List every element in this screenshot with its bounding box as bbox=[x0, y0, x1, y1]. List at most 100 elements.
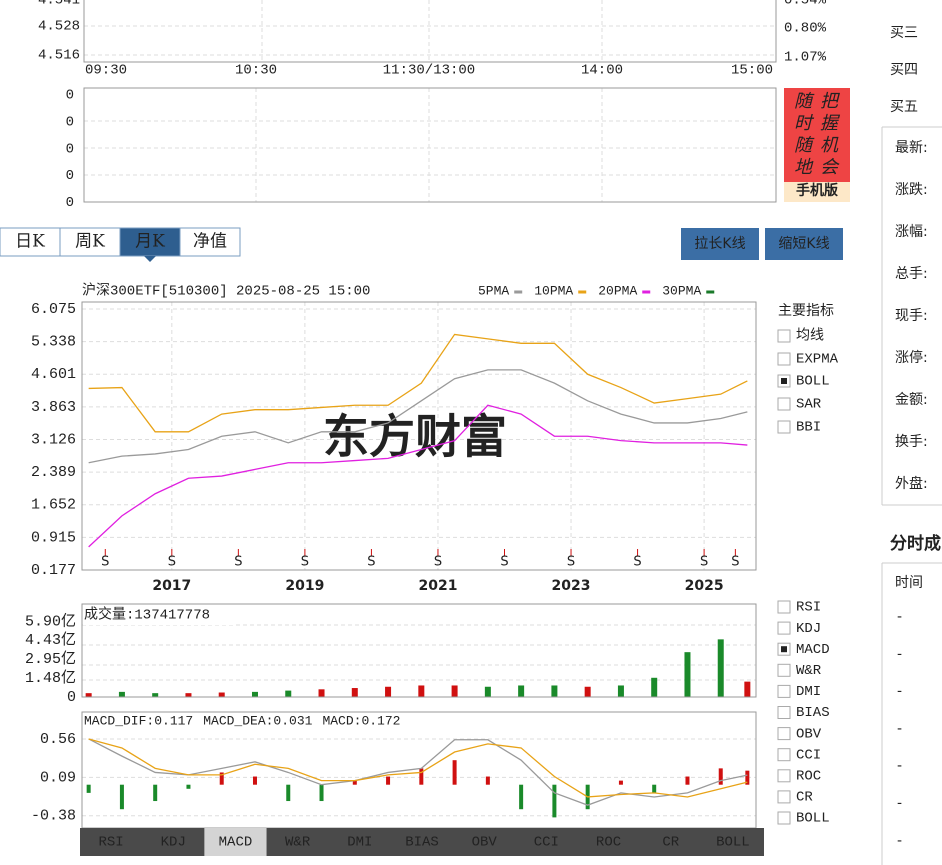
indicator-label[interactable]: BBI bbox=[796, 420, 821, 436]
tab-label[interactable]: 日K bbox=[15, 232, 45, 252]
indicator-label[interactable]: SAR bbox=[796, 397, 822, 413]
indicator-label[interactable]: BOLL bbox=[796, 811, 830, 827]
bottom-tab[interactable]: OBV bbox=[472, 835, 498, 851]
indicator-label[interactable]: MACD bbox=[796, 642, 830, 658]
bottom-tab[interactable]: DMI bbox=[347, 835, 372, 851]
indicator-label[interactable]: CR bbox=[796, 790, 813, 806]
indicator-label[interactable]: KDJ bbox=[796, 621, 821, 637]
indicator-label[interactable]: W&R bbox=[796, 663, 822, 679]
time-label: 14:00 bbox=[581, 63, 623, 79]
checkbox[interactable] bbox=[777, 790, 791, 804]
button[interactable] bbox=[681, 228, 759, 260]
checkbox[interactable] bbox=[777, 769, 791, 783]
field-label: 换手: bbox=[895, 433, 928, 450]
x-tick-label: 2023 bbox=[552, 578, 591, 594]
checkbox[interactable] bbox=[777, 706, 791, 719]
volume-bar bbox=[551, 685, 558, 697]
checkbox[interactable] bbox=[777, 329, 791, 343]
checkbox[interactable] bbox=[777, 600, 791, 614]
tab[interactable] bbox=[179, 227, 241, 257]
indicator-label[interactable]: OBV bbox=[796, 726, 822, 742]
volume-bar bbox=[351, 688, 358, 697]
bottom-tab[interactable]: RSI bbox=[98, 835, 123, 851]
bottom-tab[interactable]: CCI bbox=[534, 835, 559, 851]
bottom-tab[interactable]: BOLL bbox=[716, 835, 750, 851]
tab[interactable] bbox=[59, 227, 121, 257]
checkbox[interactable] bbox=[777, 420, 791, 434]
macd-bar bbox=[352, 780, 357, 785]
tab-label[interactable]: 周K bbox=[75, 232, 105, 252]
indicator-label[interactable]: BIAS bbox=[796, 705, 830, 721]
y-tick-label: 5.90亿 bbox=[25, 612, 76, 630]
watermark: 东方财富 bbox=[323, 410, 507, 464]
macd-bar bbox=[718, 768, 723, 785]
y-tick-label: 0 bbox=[67, 689, 76, 706]
tab-label[interactable]: 月K bbox=[135, 232, 165, 252]
bottom-tab[interactable]: ROC bbox=[596, 835, 621, 851]
bottom-tab[interactable]: CR bbox=[662, 835, 679, 851]
main-chart-box bbox=[81, 301, 757, 571]
bid-label: 买四 bbox=[890, 62, 918, 78]
indicator-label[interactable]: RSI bbox=[796, 600, 821, 616]
time-label: 15:00 bbox=[731, 63, 773, 79]
row-value: - bbox=[897, 796, 902, 812]
macd-bar bbox=[153, 784, 158, 802]
indicator-label[interactable]: 均线 bbox=[796, 328, 824, 345]
y-tick-label: 0.56 bbox=[40, 731, 76, 748]
checkbox[interactable] bbox=[777, 397, 791, 411]
button-label[interactable]: 缩短K线 bbox=[778, 236, 829, 252]
macd-bar bbox=[652, 784, 657, 793]
y-tick-label: 4.601 bbox=[31, 366, 76, 383]
marker-label: S bbox=[633, 555, 641, 570]
field-label: 总手: bbox=[895, 266, 928, 282]
bottom-tab[interactable]: BIAS bbox=[405, 835, 439, 851]
pct-label: 1.07% bbox=[784, 50, 827, 66]
volume-bar bbox=[185, 693, 192, 697]
row-value: - bbox=[897, 646, 902, 662]
section-title: 分时成 bbox=[890, 533, 941, 554]
tab[interactable] bbox=[0, 227, 61, 257]
checkbox[interactable] bbox=[777, 748, 791, 762]
macd-bar bbox=[386, 776, 391, 785]
macd-bar bbox=[219, 772, 224, 785]
indicator-label[interactable]: BOLL bbox=[796, 374, 830, 390]
tab-label[interactable]: 净值 bbox=[193, 232, 227, 252]
indicator-label[interactable]: ROC bbox=[796, 769, 821, 785]
button[interactable] bbox=[765, 228, 843, 260]
volume-bar bbox=[418, 685, 425, 697]
volume-title: 成交量:137417778 bbox=[84, 606, 210, 624]
checkbox[interactable] bbox=[777, 663, 791, 677]
indicator-label[interactable]: DMI bbox=[796, 684, 821, 700]
indicator-label[interactable]: CCI bbox=[796, 747, 821, 763]
row-value: - bbox=[897, 758, 902, 774]
marker-label: S bbox=[301, 555, 309, 570]
checkbox[interactable] bbox=[777, 621, 791, 635]
macd-bar bbox=[286, 784, 291, 802]
macd-bar bbox=[552, 784, 557, 818]
bottom-tab[interactable]: W&R bbox=[285, 835, 311, 851]
checkbox[interactable] bbox=[777, 684, 791, 698]
macd-bar bbox=[618, 780, 623, 785]
checkbox[interactable] bbox=[777, 727, 791, 741]
x-tick-label: 2017 bbox=[152, 578, 191, 594]
macd-box bbox=[81, 711, 757, 829]
macd-bar bbox=[119, 784, 124, 810]
ad-button[interactable]: 手机版 bbox=[796, 182, 838, 199]
checkbox[interactable] bbox=[777, 352, 791, 366]
button-label[interactable]: 拉长K线 bbox=[694, 236, 745, 252]
volume-bar bbox=[518, 685, 525, 697]
macd-bar bbox=[252, 776, 257, 785]
volume-label: 0 bbox=[66, 141, 74, 157]
volume-bar bbox=[651, 677, 658, 697]
checkbox[interactable] bbox=[777, 811, 791, 825]
bottom-tab[interactable]: MACD bbox=[219, 835, 253, 851]
macd-label: MACD:0.172 bbox=[322, 713, 400, 728]
bottom-tab[interactable]: KDJ bbox=[161, 835, 186, 851]
indicator-label[interactable]: EXPMA bbox=[796, 352, 839, 368]
tab[interactable] bbox=[119, 227, 181, 257]
volume-bar bbox=[385, 686, 392, 697]
volume-box bbox=[81, 603, 757, 698]
marker-label: S bbox=[168, 555, 176, 570]
